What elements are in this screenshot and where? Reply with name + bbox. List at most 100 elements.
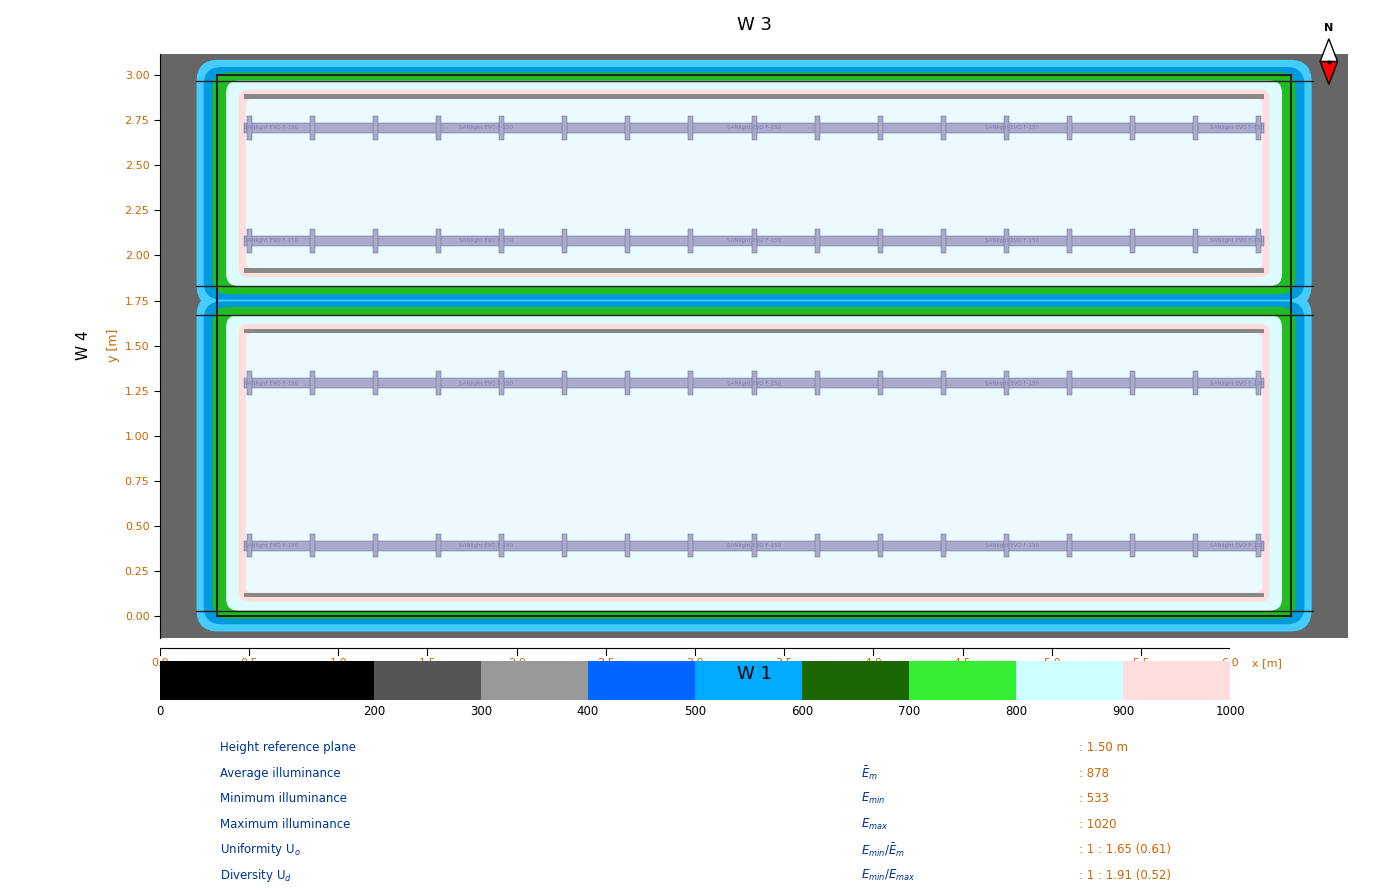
Bar [310,371,316,395]
Bar [1016,661,1123,700]
Text: SANlight EVO F-150: SANlight EVO F-150 [243,543,297,549]
Bar [245,236,1264,246]
Bar [563,229,567,252]
Text: : 1 : 1.91 (0.52): : 1 : 1.91 (0.52) [1079,869,1170,882]
Text: Diversity U$_d$: Diversity U$_d$ [220,867,292,884]
Bar [245,268,1264,273]
Bar [374,661,481,700]
FancyBboxPatch shape [204,301,1304,624]
Bar [695,661,802,700]
Bar [877,229,883,252]
Bar [310,116,316,139]
Text: 2.0: 2.0 [507,658,525,668]
Bar [247,371,252,395]
Bar [877,371,883,395]
Bar [245,541,1264,550]
Bar [815,229,820,252]
Bar [752,116,756,139]
Text: SANlight EVO F-150: SANlight EVO F-150 [1211,381,1265,385]
Bar [941,229,945,252]
FancyBboxPatch shape [227,80,1282,286]
Text: 1000: 1000 [1215,705,1245,718]
Bar [1193,371,1198,395]
Bar [1004,116,1009,139]
Bar [245,328,1264,333]
Text: : 533: : 533 [1079,792,1109,805]
Bar [436,534,441,558]
Bar [499,229,505,252]
FancyBboxPatch shape [239,89,1269,277]
Bar [1130,371,1136,395]
Text: $E_{min}/E_{max}$: $E_{min}/E_{max}$ [862,868,916,883]
Bar [688,229,694,252]
Text: 6.0: 6.0 [1222,658,1238,668]
Bar [877,116,883,139]
Bar [1068,116,1072,139]
Text: N: N [1325,23,1333,34]
Text: SANlight EVO F-150: SANlight EVO F-150 [459,126,513,130]
Bar [563,534,567,558]
Bar [688,534,694,558]
Bar [563,116,567,139]
Text: : 1 : 1.65 (0.61): : 1 : 1.65 (0.61) [1079,843,1170,856]
Bar [941,116,945,139]
Bar [941,371,945,395]
Text: Uniformity U$_o$: Uniformity U$_o$ [220,841,302,858]
Bar [752,229,756,252]
Bar [1257,229,1261,252]
Text: 0.5: 0.5 [240,658,259,668]
Bar [1004,534,1009,558]
Text: SANlight EVO F-150: SANlight EVO F-150 [727,381,781,385]
Bar [436,116,441,139]
Text: 3.5: 3.5 [776,658,794,668]
Bar [499,116,505,139]
Text: $E_{min}/\bar{E}_m$: $E_{min}/\bar{E}_m$ [862,841,905,858]
Text: SANlight EVO F-150: SANlight EVO F-150 [243,381,297,385]
Bar [877,534,883,558]
Text: Average illuminance: Average illuminance [220,767,341,780]
Bar [481,661,588,700]
Text: $E_{max}$: $E_{max}$ [862,817,888,832]
Bar [1130,534,1136,558]
Bar [815,371,820,395]
Bar [373,371,378,395]
Text: : 1.50 m: : 1.50 m [1079,741,1127,755]
Bar [815,116,820,139]
Bar [247,534,252,558]
Text: SANlight EVO F-150: SANlight EVO F-150 [984,126,1038,130]
FancyBboxPatch shape [204,67,1304,300]
Bar [1068,534,1072,558]
Text: 600: 600 [791,705,813,718]
Bar [909,661,1016,700]
FancyBboxPatch shape [246,99,1262,268]
Polygon shape [1320,62,1337,85]
Text: 0: 0 [156,705,164,718]
Bar [217,286,1291,315]
Bar [815,534,820,558]
Bar [373,229,378,252]
Bar [1004,371,1009,395]
Polygon shape [1320,38,1337,62]
Text: SANlight EVO F-150: SANlight EVO F-150 [1211,238,1265,244]
Bar [1123,661,1230,700]
FancyBboxPatch shape [227,315,1282,611]
Text: 3.0: 3.0 [687,658,703,668]
Bar [160,661,374,700]
Text: SANlight EVO F-150: SANlight EVO F-150 [1211,126,1265,130]
Bar [1068,371,1072,395]
Bar [941,534,945,558]
Text: SANlight EVO F-150: SANlight EVO F-150 [459,238,513,244]
Bar [245,123,1264,133]
Text: Height reference plane: Height reference plane [220,741,356,755]
Bar [245,94,1264,99]
FancyBboxPatch shape [239,324,1269,602]
Bar [1068,229,1072,252]
Bar [563,371,567,395]
Text: 5.5: 5.5 [1131,658,1150,668]
Text: 700: 700 [898,705,920,718]
Bar [802,661,909,700]
Text: 500: 500 [684,705,706,718]
Bar [499,371,505,395]
FancyBboxPatch shape [196,294,1312,632]
Bar [1004,229,1009,252]
